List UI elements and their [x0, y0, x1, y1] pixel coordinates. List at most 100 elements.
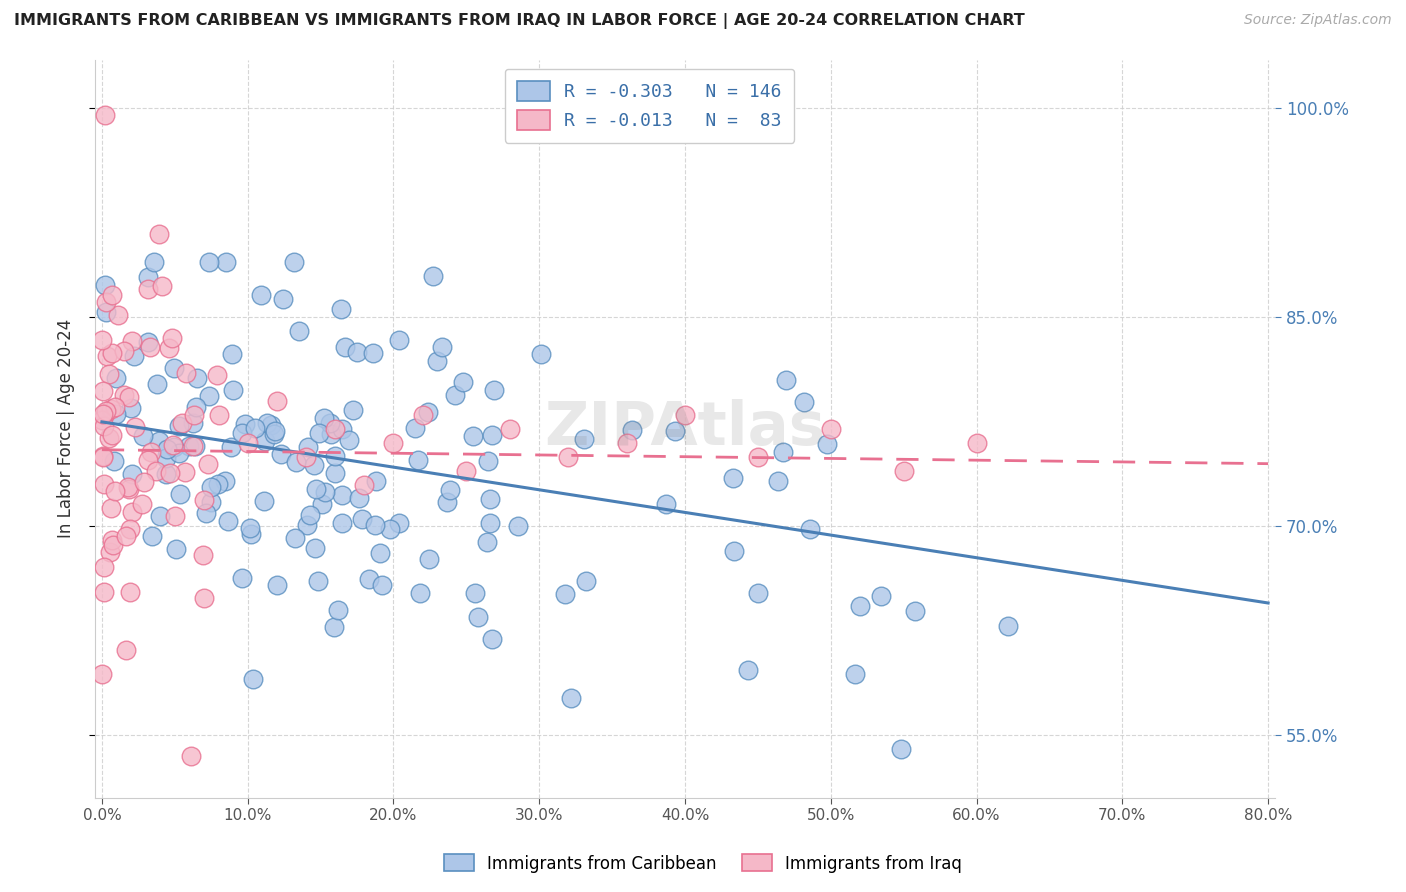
Point	[167, 419, 190, 434]
Point	[136, 270, 159, 285]
Point	[118, 390, 141, 404]
Point	[295, 517, 318, 532]
Point	[330, 516, 353, 530]
Point	[121, 334, 143, 348]
Point	[322, 619, 344, 633]
Point	[104, 370, 127, 384]
Point	[93, 559, 115, 574]
Point	[91, 667, 114, 681]
Point	[91, 408, 114, 422]
Point	[793, 394, 815, 409]
Text: ZIPAtlas: ZIPAtlas	[544, 400, 825, 458]
Point	[101, 346, 124, 360]
Point	[231, 425, 253, 440]
Point	[104, 407, 127, 421]
Point	[98, 545, 121, 559]
Point	[145, 465, 167, 479]
Point	[169, 487, 191, 501]
Point	[174, 366, 197, 380]
Point	[620, 423, 643, 437]
Point	[96, 349, 118, 363]
Point	[141, 529, 163, 543]
Point	[347, 491, 370, 506]
Point	[136, 283, 159, 297]
Point	[388, 516, 411, 531]
Point	[482, 383, 505, 397]
Point	[101, 538, 124, 552]
Point	[295, 450, 318, 464]
Point	[100, 533, 122, 548]
Point	[94, 403, 117, 417]
Point	[104, 401, 127, 415]
Point	[342, 402, 364, 417]
Point	[321, 427, 343, 442]
Point	[118, 482, 141, 496]
Point	[132, 475, 155, 490]
Point	[93, 476, 115, 491]
Point	[91, 384, 114, 399]
Point	[132, 428, 155, 442]
Point	[94, 305, 117, 319]
Point	[479, 491, 502, 506]
Point	[260, 417, 283, 432]
Point	[101, 288, 124, 302]
Point	[481, 428, 503, 442]
Point	[408, 585, 430, 599]
Point	[170, 416, 193, 430]
Point	[337, 434, 360, 448]
Point	[183, 439, 205, 453]
Point	[335, 340, 357, 354]
Point	[416, 405, 439, 419]
Point	[382, 435, 405, 450]
Point	[124, 349, 146, 363]
Point	[380, 522, 402, 536]
Point	[197, 457, 219, 471]
Point	[432, 340, 454, 354]
Point	[747, 586, 769, 600]
Point	[439, 483, 461, 497]
Point	[775, 373, 797, 387]
Point	[156, 442, 179, 456]
Point	[142, 254, 165, 268]
Point	[149, 509, 172, 524]
Point	[207, 408, 229, 422]
Point	[890, 742, 912, 756]
Point	[239, 521, 262, 535]
Point	[346, 344, 368, 359]
Point	[112, 343, 135, 358]
Point	[287, 324, 309, 338]
Point	[221, 347, 243, 361]
Point	[124, 420, 146, 434]
Point	[815, 436, 838, 450]
Point	[236, 435, 259, 450]
Point	[361, 345, 384, 359]
Point	[104, 484, 127, 499]
Point	[243, 421, 266, 435]
Point	[368, 546, 391, 560]
Point	[252, 494, 274, 508]
Point	[297, 440, 319, 454]
Point	[121, 467, 143, 481]
Point	[117, 480, 139, 494]
Point	[107, 308, 129, 322]
Point	[270, 447, 292, 461]
Point	[221, 440, 243, 454]
Point	[139, 444, 162, 458]
Point	[477, 454, 499, 468]
Point	[165, 542, 187, 557]
Point	[146, 376, 169, 391]
Point	[93, 585, 115, 599]
Point	[183, 416, 205, 430]
Point	[217, 514, 239, 528]
Point	[91, 450, 114, 464]
Point	[849, 599, 872, 614]
Point	[481, 632, 503, 646]
Point	[364, 517, 387, 532]
Point	[557, 450, 579, 464]
Point	[499, 422, 522, 436]
Point	[163, 360, 186, 375]
Point	[131, 497, 153, 511]
Point	[177, 439, 200, 453]
Point	[266, 578, 288, 592]
Point	[443, 388, 465, 402]
